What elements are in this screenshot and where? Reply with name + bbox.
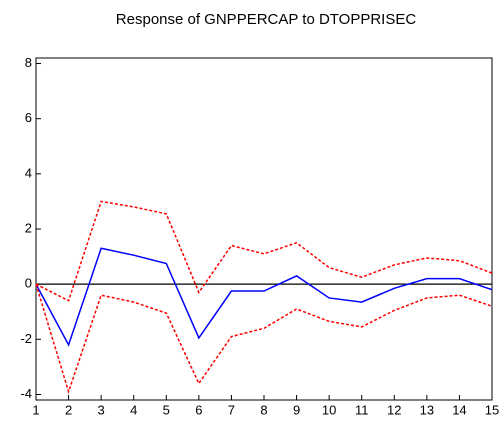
x-tick-label: 8 [260,402,267,417]
y-tick-label: 4 [25,165,32,180]
series-line [35,283,493,395]
x-tick-label: 9 [293,402,300,417]
x-tick-label: 7 [228,402,235,417]
y-tick-label: 2 [25,220,32,235]
x-tick-label: 6 [195,402,202,417]
x-tick-label: 3 [98,402,105,417]
series-line [35,247,493,347]
series-line [35,200,493,302]
x-tick-label: 10 [322,402,336,417]
x-tick-label: 5 [163,402,170,417]
x-tick-label: 14 [452,402,466,417]
y-tick-label: 6 [25,110,32,125]
plot-frame [35,57,493,401]
x-tick-label: 11 [355,402,369,417]
y-tick-label: 8 [25,55,32,70]
x-tick-label: 2 [65,402,72,417]
y-tick-label: -2 [20,331,32,346]
y-tick-label: -4 [20,386,32,401]
x-tick-label: 1 [32,402,39,417]
x-tick-label: 4 [130,402,137,417]
y-tick-label: 0 [25,276,32,291]
x-tick-label: 15 [485,402,499,417]
x-tick-label: 13 [420,402,434,417]
x-tick-label: 12 [387,402,401,417]
chart-title: Response of GNPPERCAP to DTOPPRISEC [116,11,417,28]
